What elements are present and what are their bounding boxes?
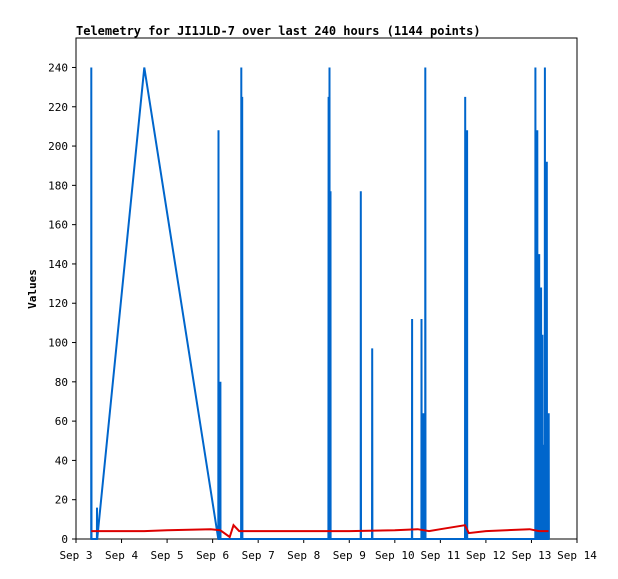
y-tick-label: 40 (55, 454, 68, 467)
y-tick-label: 180 (48, 179, 68, 192)
y-axis-label: Values (26, 269, 39, 309)
y-axis: 0 20 40 60 80 100 120 140 160 180 200 220 240 (48, 61, 76, 546)
x-tick-label: Sep 6 (196, 549, 229, 562)
x-tick-label: Sep 4 (105, 549, 138, 562)
x-tick-label: Sep 12 (466, 549, 506, 562)
chart-title: Telemetry for JI1JLD-7 over last 240 hou… (76, 24, 481, 38)
x-tick-label: Sep 9 (333, 549, 366, 562)
y-tick-label: 100 (48, 337, 68, 350)
x-tick-label: Sep 14 (557, 549, 597, 562)
x-tick-label: Sep 10 (375, 549, 415, 562)
plot-area (75, 37, 578, 540)
y-tick-label: 0 (61, 533, 68, 546)
x-tick-label: Sep 3 (59, 549, 92, 562)
x-tick-label: Sep 13 (512, 549, 552, 562)
x-axis: Sep 3 Sep 4 Sep 5 Sep 6 Sep 7 Sep 8 Sep 9 Sep 1… (59, 539, 597, 562)
y-tick-label: 160 (48, 219, 68, 232)
x-tick-label: Sep 11 (420, 549, 460, 562)
y-tick-label: 200 (48, 140, 68, 153)
x-tick-label: Sep 8 (287, 549, 320, 562)
y-tick-label: 120 (48, 297, 68, 310)
x-tick-label: Sep 5 (151, 549, 184, 562)
y-tick-label: 60 (55, 415, 68, 428)
y-tick-label: 240 (48, 61, 68, 74)
y-tick-label: 220 (48, 101, 68, 114)
series-line-1 (90, 67, 550, 540)
series-group (90, 67, 550, 540)
x-tick-label: Sep 7 (242, 549, 275, 562)
y-tick-label: 20 (55, 494, 68, 507)
y-tick-label: 80 (55, 376, 68, 389)
series-line-2 (91, 523, 549, 539)
y-tick-label: 140 (48, 258, 68, 271)
